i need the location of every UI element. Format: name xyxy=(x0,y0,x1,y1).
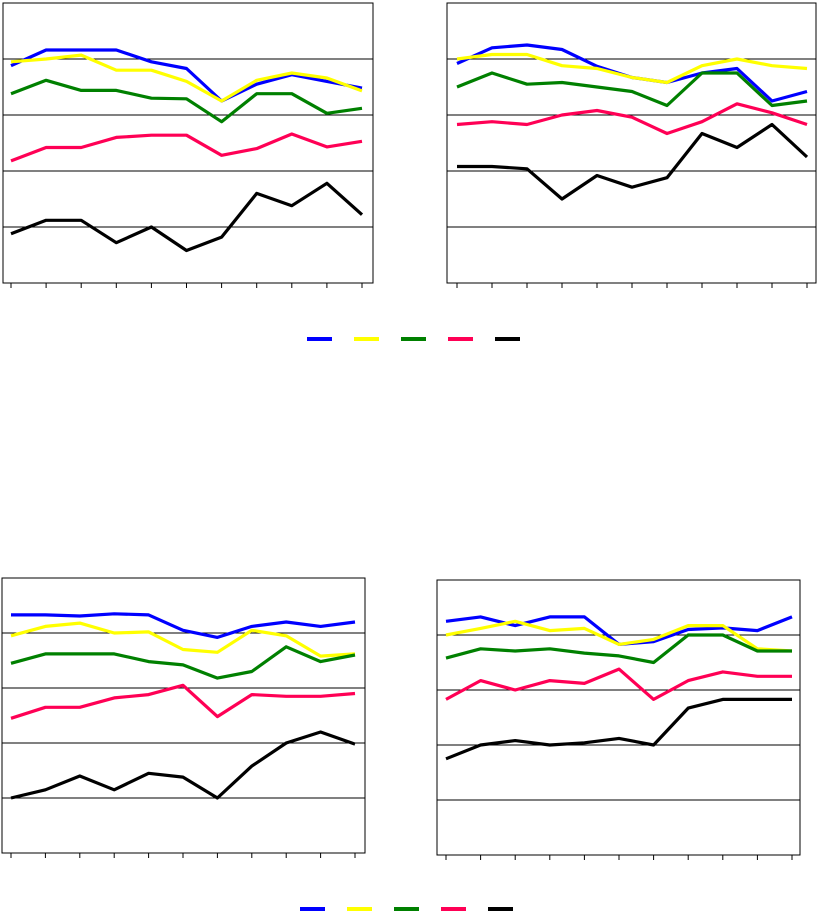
series-line-4 xyxy=(10,132,363,163)
series-line-5 xyxy=(10,730,356,800)
series-line-2 xyxy=(456,52,808,85)
series-line-4 xyxy=(445,667,792,702)
series-line-5 xyxy=(445,697,792,761)
plot-frame xyxy=(446,2,817,284)
series-line-3 xyxy=(10,78,363,124)
plot-frame xyxy=(1,577,366,854)
chart-bottom-right xyxy=(436,579,801,860)
series-line-3 xyxy=(10,645,356,680)
series-line-5 xyxy=(457,122,809,201)
series-line-2 xyxy=(445,619,793,653)
series-line-3 xyxy=(456,71,808,108)
series-line-4 xyxy=(456,102,808,136)
series-line-2 xyxy=(10,53,363,103)
series-line-1 xyxy=(10,48,363,103)
series-line-1 xyxy=(11,612,356,640)
series-line-5 xyxy=(10,181,364,253)
series-line-2 xyxy=(10,621,356,658)
chart-bottom-left xyxy=(1,577,366,858)
series-line-3 xyxy=(445,633,792,665)
chart-top-left xyxy=(2,2,374,288)
series-line-4 xyxy=(10,683,356,720)
chart-top-right xyxy=(446,2,817,288)
